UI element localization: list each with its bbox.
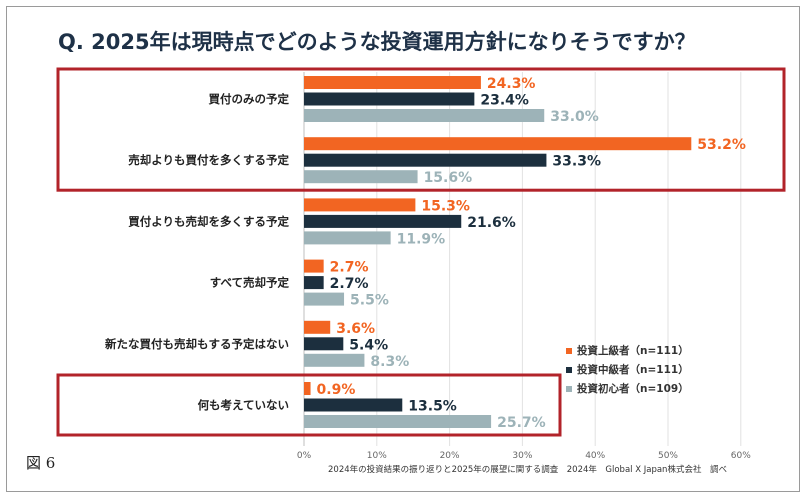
highlight-box — [56, 373, 562, 437]
x-tick-label: 30% — [512, 451, 532, 461]
bar — [304, 337, 344, 351]
x-tick-label: 40% — [585, 451, 605, 461]
legend: 投資上級者（n=111） 投資中級者（n=111） 投資初心者（n=109） — [566, 344, 689, 395]
bar — [304, 398, 403, 412]
data-label: 24.3% — [487, 76, 536, 92]
bar — [304, 292, 345, 306]
data-label: 8.3% — [370, 354, 409, 370]
chart-title: Q. 2025年は現時点でどのような投資運用方針になりそうですか？ — [58, 30, 696, 54]
bar — [304, 109, 545, 122]
bars — [304, 76, 692, 428]
x-tick-label: 20% — [440, 451, 460, 461]
bar — [304, 137, 692, 151]
data-label: 25.7% — [497, 415, 546, 431]
chart-frame — [6, 6, 800, 492]
bar — [304, 170, 418, 184]
bar — [304, 320, 331, 334]
data-label: 3.6% — [336, 321, 375, 337]
bar — [304, 153, 547, 167]
highlight-box — [56, 67, 786, 192]
data-label: 2.7% — [330, 260, 369, 276]
data-label: 5.5% — [350, 293, 389, 309]
legend-label: 投資初心者（n=109） — [577, 382, 689, 395]
category-label: 買付のみの予定 — [209, 92, 290, 106]
category-label: すべて売却予定 — [210, 276, 290, 290]
bar — [304, 198, 416, 212]
data-label: 33.3% — [552, 154, 601, 170]
category-label: 売却よりも買付を多くする予定 — [128, 153, 289, 167]
source-note: 2024年の投資結果の振り返りと2025年の展望に関する調査 2024年 Glo… — [328, 465, 727, 475]
legend-swatch — [566, 367, 572, 373]
bar — [304, 382, 311, 395]
figure-label: 図 6 — [26, 454, 56, 472]
x-tick-label: 50% — [658, 451, 678, 461]
legend-label: 投資中級者（n=111） — [577, 363, 689, 376]
bar — [304, 276, 324, 290]
data-label: 33.0% — [550, 109, 599, 125]
x-tick-label: 0% — [297, 451, 312, 461]
data-label: 13.5% — [408, 399, 457, 415]
data-label: 15.3% — [421, 198, 470, 214]
data-label: 0.9% — [317, 382, 356, 398]
category-label: 何も考えていない — [198, 398, 289, 412]
data-label: 2.7% — [330, 276, 369, 292]
highlight-boxes — [56, 67, 786, 437]
category-label: 新たな買付も売却もする予定はない — [105, 337, 289, 351]
data-label: 11.9% — [397, 231, 446, 247]
data-label: 53.2% — [697, 137, 746, 153]
category-label: 買付よりも売却を多くする予定 — [128, 214, 289, 228]
bar — [304, 214, 462, 228]
x-tick-label: 10% — [367, 451, 387, 461]
bar — [304, 353, 365, 367]
tick-labels: 0% 10% 20% 30% 40% 50% 60% — [297, 451, 751, 461]
bar — [304, 415, 492, 428]
legend-swatch — [566, 348, 572, 354]
legend-label: 投資上級者（n=111） — [577, 344, 689, 357]
data-labels: 24.3%23.4% 33.0% 53.2% 33.3% 15.6% 15.3%21.6%… — [317, 76, 746, 431]
category-labels: 買付のみの予定売却よりも買付を多くする予定買付よりも売却を多くする予定すべて売却… — [105, 92, 289, 412]
data-label: 15.6% — [424, 170, 473, 186]
data-label: 23.4% — [480, 93, 529, 109]
data-label: 5.4% — [349, 337, 388, 353]
bar — [304, 231, 391, 245]
x-tick-label: 60% — [731, 451, 751, 461]
data-label: 21.6% — [467, 215, 516, 231]
legend-swatch — [566, 386, 572, 392]
bar — [304, 259, 324, 273]
bar — [304, 92, 475, 106]
bar — [304, 76, 481, 89]
